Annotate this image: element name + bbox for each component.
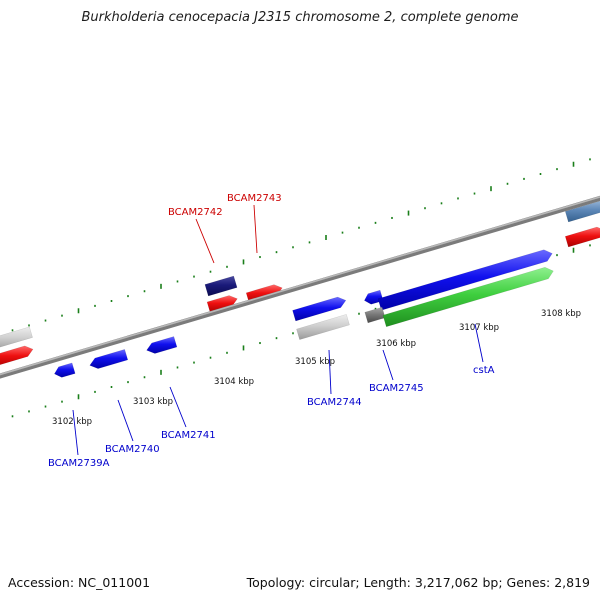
gene-bcam2741: [146, 336, 178, 354]
leader-line-bcam2745: [382, 349, 394, 381]
backbone-layer: [0, 195, 600, 379]
gene-label-bcam2743: BCAM2743: [227, 193, 282, 204]
leader-line-bcam2740: [117, 399, 134, 442]
genome-stats-text: Topology: circular; Length: 3,217,062 bp…: [246, 575, 590, 590]
ruler-label: 3106 kbp: [376, 339, 416, 349]
gene-bcam2745-upper: [364, 289, 384, 305]
accession-text: Accession: NC_011001: [8, 575, 151, 590]
leader-line-layer: [72, 204, 484, 456]
ruler-label: 3104 kbp: [214, 377, 254, 387]
gene-left-red: [0, 345, 34, 365]
gene-label-bcam2745: BCAM2745: [369, 383, 424, 394]
backbone-highlight: [0, 196, 600, 376]
leader-line-bcam2741: [169, 386, 187, 428]
leader-line-bcam2743: [253, 204, 258, 254]
gene-bcam2744-lower: [296, 314, 350, 340]
ruler-label: 3108 kbp: [541, 309, 581, 319]
tick-layer: [11, 158, 591, 418]
gene-label-bcam2740: BCAM2740: [105, 444, 160, 455]
leader-line-csta: [474, 323, 484, 363]
feature-layer: [0, 200, 600, 378]
gene-label-bcam2742: BCAM2742: [168, 207, 223, 218]
gene-bcam2742: [204, 275, 238, 297]
gene-left-gray: [0, 326, 33, 348]
ruler-label: 3105 kbp: [295, 357, 335, 367]
leader-line-bcam2739a: [72, 409, 79, 456]
leader-line-bcam2744: [328, 349, 332, 395]
gene-bcam2744-upper: [292, 296, 347, 322]
gene-csta-lower: [382, 266, 554, 328]
gene-bcam2739a: [54, 362, 76, 378]
gene-label-bcam2739a: BCAM2739A: [48, 458, 110, 469]
gene-label-bcam2741: BCAM2741: [161, 430, 216, 441]
gene-bcam2740: [89, 349, 129, 369]
gene-bcam2742-cds: [206, 295, 238, 313]
backbone: [0, 195, 600, 379]
gene-right-red: [564, 226, 600, 248]
text-layer: 3102 kbp 3103 kbp 3104 kbp 3105 kbp 3106 kbp…: [48, 193, 581, 469]
gene-label-bcam2744: BCAM2744: [307, 397, 362, 408]
ruler-label: 3102 kbp: [52, 417, 92, 427]
gene-label-csta: cstA: [473, 365, 495, 376]
map-title: Burkholderia cenocepacia J2315 chromosom…: [81, 10, 519, 25]
ruler-label: 3103 kbp: [133, 397, 173, 407]
ruler-label: 3107 kbp: [459, 323, 499, 333]
leader-line-bcam2742: [195, 218, 215, 264]
gene-bcam2745-lower: [364, 306, 386, 324]
gene-right-steel: [564, 200, 600, 223]
